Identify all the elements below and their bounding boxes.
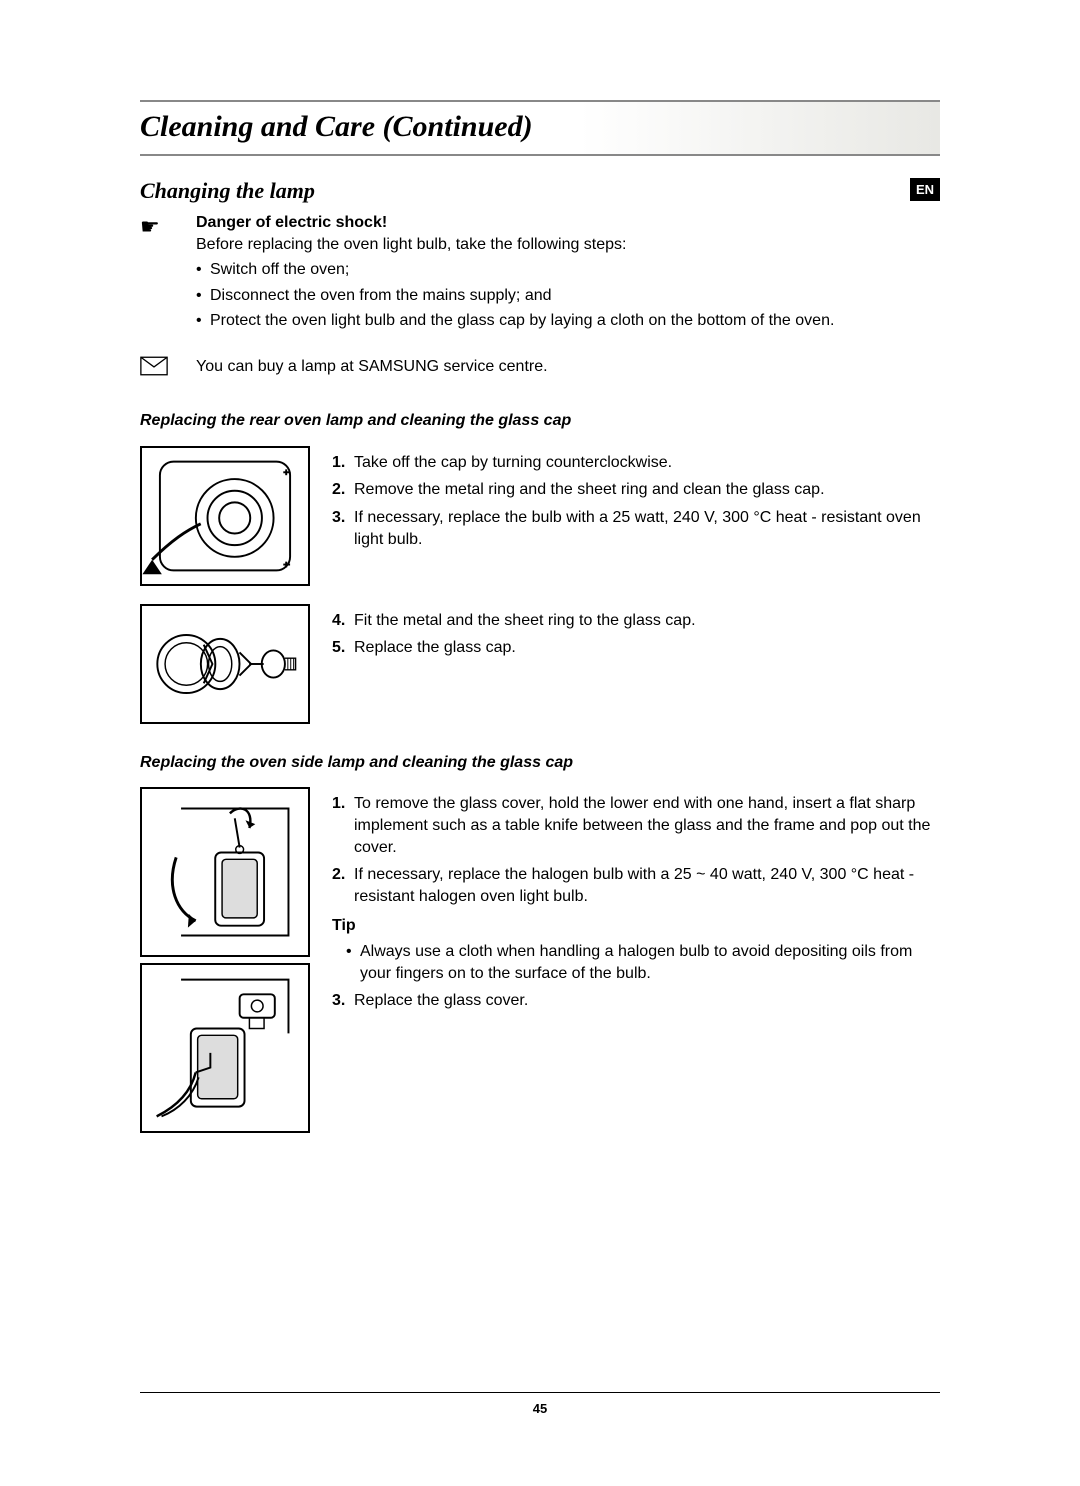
note-block: You can buy a lamp at SAMSUNG service ce… bbox=[140, 356, 940, 382]
rear-figure-row-2: 4.Fit the metal and the sheet ring to th… bbox=[140, 604, 940, 724]
step-item: 5.Replace the glass cap. bbox=[332, 637, 696, 659]
rear-steps-1: 1.Take off the cap by turning counterclo… bbox=[332, 446, 940, 556]
language-badge: EN bbox=[910, 178, 940, 201]
side-figure-row: 1.To remove the glass cover, hold the lo… bbox=[140, 787, 940, 1133]
warning-bullet-list: Switch off the oven; Disconnect the oven… bbox=[196, 259, 940, 332]
warning-heading: Danger of electric shock! bbox=[196, 212, 940, 234]
page-header-bar: Cleaning and Care (Continued) bbox=[140, 100, 940, 156]
step-item: 4.Fit the metal and the sheet ring to th… bbox=[332, 610, 696, 632]
tip-bullet-list: Always use a cloth when handling a halog… bbox=[332, 941, 940, 984]
warning-intro: Before replacing the oven light bulb, ta… bbox=[196, 234, 940, 256]
manual-page: Cleaning and Care (Continued) Changing t… bbox=[0, 0, 1080, 1486]
step-item: 2.Remove the metal ring and the sheet ri… bbox=[332, 479, 940, 501]
page-footer: 45 bbox=[140, 1392, 940, 1416]
step-number: 3. bbox=[332, 990, 354, 1012]
warning-bullet: Protect the oven light bulb and the glas… bbox=[196, 310, 940, 332]
step-number: 3. bbox=[332, 507, 354, 550]
rear-lamp-heading: Replacing the rear oven lamp and cleanin… bbox=[140, 410, 940, 432]
step-text: Remove the metal ring and the sheet ring… bbox=[354, 479, 940, 501]
side-illustration-column bbox=[140, 787, 310, 1133]
step-text: Replace the glass cap. bbox=[354, 637, 696, 659]
warning-bullet: Switch off the oven; bbox=[196, 259, 940, 281]
pointing-hand-icon: ☛ bbox=[140, 212, 196, 336]
side-steps: 1.To remove the glass cover, hold the lo… bbox=[332, 793, 940, 907]
tip-bullet: Always use a cloth when handling a halog… bbox=[346, 941, 940, 984]
section-heading-row: Changing the lamp EN bbox=[140, 178, 940, 204]
envelope-icon bbox=[140, 356, 196, 382]
warning-block: ☛ Danger of electric shock! Before repla… bbox=[140, 212, 940, 336]
warning-bullet: Disconnect the oven from the mains suppl… bbox=[196, 285, 940, 307]
rear-lamp-illustration-2 bbox=[140, 604, 310, 724]
note-text: You can buy a lamp at SAMSUNG service ce… bbox=[196, 356, 548, 382]
page-title: Cleaning and Care (Continued) bbox=[140, 110, 940, 144]
step-number: 2. bbox=[332, 864, 354, 907]
side-lamp-illustration-1 bbox=[140, 787, 310, 957]
side-steps-body: 1.To remove the glass cover, hold the lo… bbox=[332, 787, 940, 1017]
step-item: 1.Take off the cap by turning counterclo… bbox=[332, 452, 940, 474]
step-text: If necessary, replace the halogen bulb w… bbox=[354, 864, 940, 907]
step-item: 3.If necessary, replace the bulb with a … bbox=[332, 507, 940, 550]
side-steps-after: 3.Replace the glass cover. bbox=[332, 990, 940, 1012]
step-number: 1. bbox=[332, 793, 354, 858]
warning-body: Danger of electric shock! Before replaci… bbox=[196, 212, 940, 336]
tip-label: Tip bbox=[332, 915, 940, 937]
rear-figure-row-1: 1.Take off the cap by turning counterclo… bbox=[140, 446, 940, 586]
step-text: Take off the cap by turning counterclock… bbox=[354, 452, 940, 474]
body-content: ☛ Danger of electric shock! Before repla… bbox=[140, 212, 940, 1133]
side-lamp-illustration-2 bbox=[140, 963, 310, 1133]
step-number: 1. bbox=[332, 452, 354, 474]
step-text: To remove the glass cover, hold the lowe… bbox=[354, 793, 940, 858]
step-text: Replace the glass cover. bbox=[354, 990, 940, 1012]
rear-steps-2: 4.Fit the metal and the sheet ring to th… bbox=[332, 604, 696, 665]
step-item: 3.Replace the glass cover. bbox=[332, 990, 940, 1012]
step-item: 1.To remove the glass cover, hold the lo… bbox=[332, 793, 940, 858]
step-number: 5. bbox=[332, 637, 354, 659]
step-number: 4. bbox=[332, 610, 354, 632]
step-number: 2. bbox=[332, 479, 354, 501]
step-text: If necessary, replace the bulb with a 25… bbox=[354, 507, 940, 550]
section-title: Changing the lamp bbox=[140, 178, 890, 204]
side-lamp-heading: Replacing the oven side lamp and cleanin… bbox=[140, 752, 940, 774]
page-number: 45 bbox=[533, 1401, 547, 1416]
step-item: 2.If necessary, replace the halogen bulb… bbox=[332, 864, 940, 907]
step-text: Fit the metal and the sheet ring to the … bbox=[354, 610, 696, 632]
rear-lamp-illustration-1 bbox=[140, 446, 310, 586]
